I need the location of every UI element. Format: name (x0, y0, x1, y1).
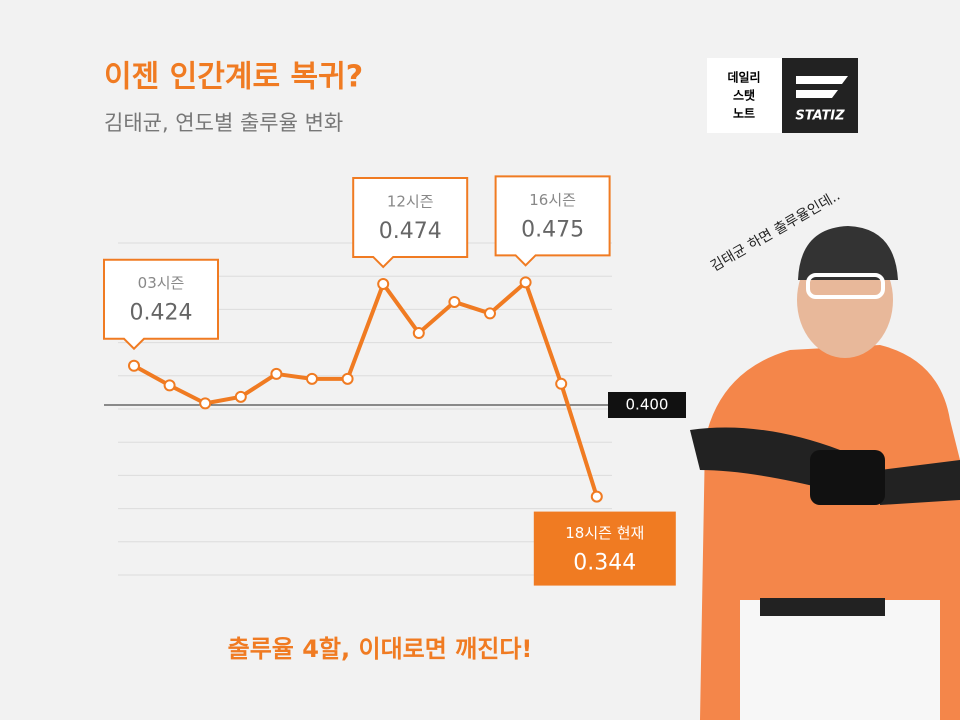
callout-box (103, 258, 219, 351)
callout-value: 0.474 (379, 219, 442, 244)
point (590, 490, 603, 503)
point (306, 372, 318, 385)
callout-value: 0.424 (130, 301, 193, 326)
logo-text: 데일리 (727, 70, 760, 85)
footer: 출루율 4할, 이대로면 깨진다! (228, 635, 533, 663)
callout-box (352, 176, 469, 269)
point (163, 379, 176, 392)
logo-text: 스탯 (733, 88, 755, 103)
callout-box (533, 511, 676, 586)
reference-box (608, 392, 686, 418)
line (133, 280, 599, 498)
logo-box (707, 58, 782, 133)
point (519, 276, 532, 289)
logo-brand: STATIZ (795, 109, 845, 124)
title: 이젠 인간계로 복귀? (104, 60, 363, 95)
arm (880, 460, 960, 505)
callout-label: 03시즌 (138, 274, 185, 292)
point (128, 359, 140, 372)
callout-label: 18시즌 현재 (565, 524, 644, 542)
callout-value: 0.344 (573, 551, 636, 576)
point (341, 372, 354, 385)
pants (740, 600, 940, 720)
point (448, 295, 461, 308)
point (412, 327, 425, 340)
subtitle: 김태균, 연도별 출루율 변화 (104, 111, 343, 135)
point (199, 397, 212, 410)
reference-label: 0.400 (626, 396, 669, 414)
point (270, 367, 283, 380)
helmet (798, 226, 898, 280)
gloves (810, 450, 885, 505)
logo-text: 노트 (733, 107, 755, 121)
logo: 데일리 스탯 노트 STATIZ (707, 58, 858, 133)
player-photo (690, 226, 960, 720)
point (377, 277, 390, 290)
callout-value: 0.475 (521, 217, 584, 242)
logo-icon (796, 76, 848, 98)
arm (690, 427, 840, 490)
belt (760, 598, 885, 616)
callout-label: 12시즌 (387, 192, 434, 210)
point (555, 377, 568, 390)
glasses (806, 273, 885, 299)
point (234, 390, 247, 403)
point (484, 307, 496, 320)
callout-label: 16시즌 (529, 191, 576, 209)
callout-box (494, 175, 611, 267)
